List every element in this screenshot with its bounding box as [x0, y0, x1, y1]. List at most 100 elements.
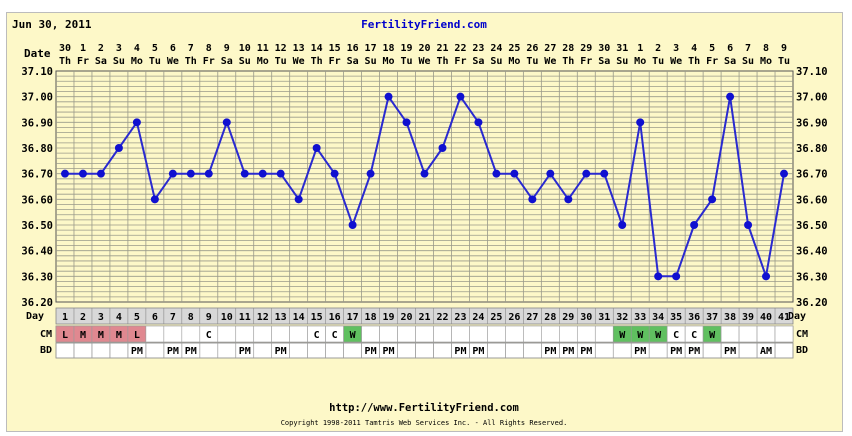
weekday-label: Sa [221, 56, 233, 67]
date-label: 25 [508, 43, 520, 54]
date-label: 9 [781, 43, 787, 54]
day-number: 4 [116, 312, 122, 323]
weekday-label: Mo [508, 56, 520, 67]
temperature-point [60, 169, 69, 178]
temperature-point [150, 195, 159, 204]
cm-row-label-left: CM [40, 329, 52, 340]
weekday-label: We [544, 56, 556, 67]
cm-cell [163, 325, 183, 343]
day-number: 7 [170, 312, 176, 323]
weekday-label: Th [59, 56, 71, 67]
date-label: 15 [329, 43, 341, 54]
cm-cell [397, 325, 416, 343]
date-label: 5 [152, 43, 158, 54]
plot-area [55, 70, 794, 303]
temperature-point [240, 169, 249, 178]
temperature-point [330, 169, 339, 178]
day-number: 29 [562, 312, 574, 323]
weekday-label: Fr [203, 56, 215, 67]
day-number: 15 [311, 312, 323, 323]
day-number: 1 [62, 312, 68, 323]
cm-value: L [62, 330, 68, 341]
y-tick-label-left: 37.00 [21, 92, 53, 104]
cm-cell [433, 325, 452, 343]
date-label: 21 [436, 43, 448, 54]
cm-cell [253, 325, 273, 343]
date-label: 30 [59, 43, 71, 54]
bd-value: PM [185, 346, 197, 357]
y-tick-label-left: 36.50 [21, 220, 53, 232]
weekday-label: We [418, 56, 430, 67]
day-number: 34 [652, 312, 664, 323]
bd-value: PM [634, 346, 646, 357]
bd-row-label-left: BD [40, 345, 52, 356]
day-number: 24 [472, 312, 484, 323]
bd-value: PM [275, 346, 287, 357]
day-number: 39 [742, 312, 754, 323]
temperature-point [492, 169, 501, 178]
cm-cell [415, 325, 434, 343]
y-tick-label-right: 36.70 [796, 169, 828, 181]
day-number: 9 [206, 312, 212, 323]
cm-cell [774, 325, 794, 343]
weekday-label: Su [742, 56, 754, 67]
temperature-point [762, 272, 771, 281]
cm-cell [505, 325, 524, 343]
day-number: 28 [544, 312, 556, 323]
y-tick-label-left: 36.60 [21, 194, 53, 206]
date-label: 17 [365, 43, 377, 54]
date-label: 8 [206, 43, 212, 54]
day-number: 33 [634, 312, 646, 323]
y-tick-label-left: 37.10 [21, 66, 53, 78]
cm-cell [576, 325, 596, 343]
date-label: 18 [383, 43, 395, 54]
weekday-label: Fr [706, 56, 718, 67]
cm-cell [523, 325, 542, 343]
date-label: 10 [239, 43, 251, 54]
weekday-label: Tu [778, 56, 790, 67]
bd-value: PM [365, 346, 377, 357]
temperature-point [348, 221, 357, 229]
date-label: 19 [401, 43, 413, 54]
day-number: 20 [401, 312, 413, 323]
temperature-point [222, 118, 231, 127]
temperature-point [654, 272, 663, 281]
y-tick-label-right: 36.90 [796, 117, 828, 129]
cm-row-label-right: CM [796, 329, 808, 340]
cm-cell [289, 325, 308, 343]
day-number: 41 [778, 312, 790, 323]
y-tick-label-right: 37.10 [796, 66, 828, 78]
day-number: 18 [365, 312, 377, 323]
day-number: 40 [760, 312, 772, 323]
weekday-label: Th [311, 56, 323, 67]
bd-value: PM [688, 346, 700, 357]
date-label: 31 [616, 43, 628, 54]
date-label: 4 [134, 43, 140, 54]
weekday-label: Sa [347, 56, 359, 67]
temperature-point [600, 169, 609, 178]
day-number: 26 [508, 312, 520, 323]
date-label: 22 [454, 43, 466, 54]
temperature-point [708, 195, 717, 204]
weekday-label: Th [562, 56, 574, 67]
weekday-label: We [167, 56, 179, 67]
weekday-label: Mo [760, 56, 772, 67]
cm-cell [181, 325, 201, 343]
weekday-label: Tu [401, 56, 413, 67]
weekday-label: Su [239, 56, 251, 67]
weekday-label: Th [436, 56, 448, 67]
date-label: 5 [709, 43, 715, 54]
weekday-label: Fr [77, 56, 89, 67]
footer-url[interactable]: http://www.FertilityFriend.com [329, 402, 519, 414]
weekday-label: Sa [724, 56, 736, 67]
day-number: 38 [724, 312, 736, 323]
date-label: 28 [562, 43, 574, 54]
temperature-point [582, 169, 591, 178]
weekday-label: Fr [329, 56, 341, 67]
day-number: 25 [490, 312, 502, 323]
bd-value: PM [562, 346, 574, 357]
temperature-point [780, 169, 789, 178]
day-number: 17 [347, 312, 359, 323]
weekday-label: Su [365, 56, 377, 67]
